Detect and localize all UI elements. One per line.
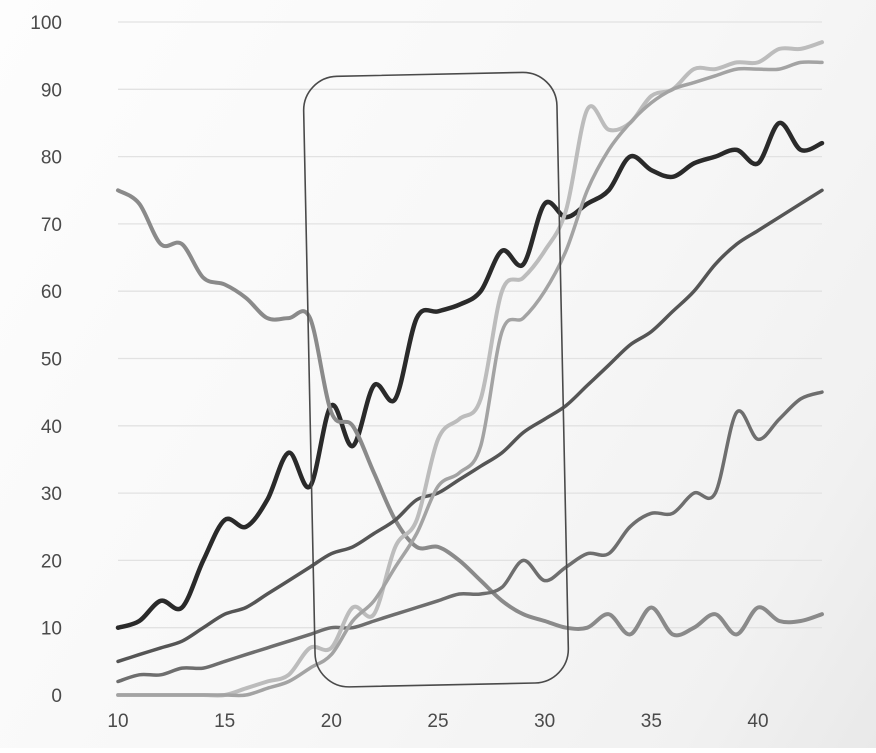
x-axis-ticks: 10 15 20 25 30 35 40 [107,711,768,732]
y-tick-label: 20 [41,551,62,572]
y-tick-label: 10 [41,619,62,640]
y-tick-label: 90 [41,80,62,101]
series-line-1 [115,120,825,630]
series-line-2 [116,188,824,638]
series-line-3 [116,188,824,664]
x-tick-label: 35 [641,711,662,732]
y-tick-label: 40 [41,417,62,438]
x-tick-label: 25 [427,711,448,732]
y-axis-ticks: 0 10 20 30 40 50 60 70 80 90 100 [30,13,62,707]
series-line-6 [116,60,824,698]
x-tick-label: 30 [534,711,555,732]
x-tick-label: 20 [321,711,342,732]
series-line-5 [116,40,824,698]
x-tick-label: 40 [747,711,768,732]
y-tick-label: 30 [41,484,62,505]
y-tick-label: 80 [41,148,62,169]
x-tick-label: 10 [107,711,128,732]
gridlines [118,21,822,629]
annotations [302,71,570,688]
y-tick-label: 0 [51,686,62,707]
y-tick-label: 60 [41,282,62,303]
highlight-box [302,71,570,688]
y-tick-label: 100 [30,13,62,34]
y-tick-label: 50 [41,350,62,371]
y-tick-label: 70 [41,215,62,236]
x-tick-label: 15 [214,711,235,732]
series-line-4 [116,390,824,684]
series-lines [115,40,825,698]
